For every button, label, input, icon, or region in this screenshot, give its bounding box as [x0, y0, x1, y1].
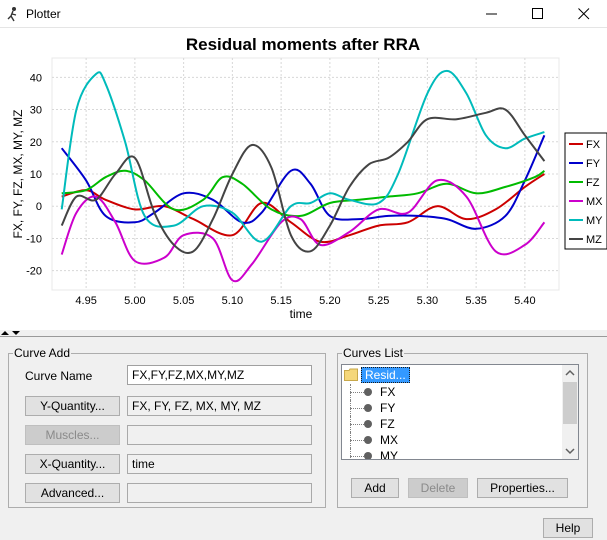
y-tick-label: 10: [30, 169, 42, 181]
x-tick-label: 5.40: [514, 295, 535, 307]
tree-item-mx[interactable]: MX: [342, 432, 562, 448]
muscles-button[interactable]: Muscles...: [25, 425, 120, 445]
y-tick-label: 30: [30, 105, 42, 117]
series-line-mx: [60, 178, 546, 283]
tree-item-label: FY: [380, 401, 396, 415]
tree-item-fy[interactable]: FY: [342, 400, 562, 416]
tree-line: [350, 424, 364, 425]
curves-list-legend: Curves List: [343, 346, 404, 360]
scroll-thumb[interactable]: [563, 382, 577, 424]
maximize-button[interactable]: [515, 0, 561, 28]
y-tick-label: 20: [30, 137, 42, 149]
plot-panel: Residual moments after RRA -20 -10 0 10 20 30…: [0, 28, 607, 330]
legend-label: FX: [586, 139, 601, 151]
leaf-icon: [364, 404, 372, 412]
close-button[interactable]: [561, 0, 607, 28]
x-tick-label: 5.35: [465, 295, 486, 307]
scroll-up-icon[interactable]: [562, 365, 578, 381]
x-axis-label: time: [290, 307, 313, 321]
legend-label: FZ: [586, 177, 600, 189]
x-tick-label: 5.30: [417, 295, 438, 307]
window-title: Plotter: [26, 7, 61, 21]
legend-label: MX: [586, 196, 603, 208]
help-button[interactable]: Help: [543, 518, 593, 538]
tree-line: [350, 392, 364, 393]
x-tick-label: 5.00: [124, 295, 145, 307]
tree-line: [350, 456, 364, 457]
series-lines: [60, 69, 546, 283]
properties-button[interactable]: Properties...: [477, 478, 568, 498]
tree-item-fz[interactable]: FZ: [342, 416, 562, 432]
tree-item-fx[interactable]: FX: [342, 384, 562, 400]
y-quantity-field: FX, FY, FZ, MX, MY, MZ: [127, 396, 312, 416]
y-axis-label: FX, FY, FZ, MX, MY, MZ: [11, 110, 25, 239]
series-line-fy: [60, 134, 546, 230]
legend-label: MZ: [586, 234, 602, 246]
curve-add-legend: Curve Add: [14, 346, 71, 360]
add-button[interactable]: Add: [351, 478, 399, 498]
tree-root-label: Resid...: [361, 367, 410, 383]
tree-item-label: FZ: [380, 417, 395, 431]
folder-icon: [344, 368, 358, 381]
tree-line: [350, 448, 351, 459]
title-bar: Plotter: [0, 0, 607, 28]
legend: FX FY FZ MX MY MZ: [564, 132, 607, 250]
x-tick-label: 5.20: [319, 295, 340, 307]
x-axis: 4.95 5.00 5.05 5.10 5.15 5.20 5.25 5.30 5.35 5.40: [75, 295, 535, 307]
tree-line: [350, 408, 364, 409]
leaf-icon: [364, 436, 372, 444]
y-tick-label: 40: [30, 72, 42, 84]
plot-chart[interactable]: Residual moments after RRA -20 -10 0 10 20 30…: [0, 28, 607, 330]
curves-list-group: Curves List: [337, 346, 588, 508]
chart-title: Residual moments after RRA: [186, 35, 420, 54]
split-arrows-icon: [1, 331, 20, 335]
legend-box: [564, 132, 607, 250]
curves-tree[interactable]: Resid... FX FY FZ MX MY: [341, 364, 579, 460]
x-quantity-field: time: [127, 454, 312, 474]
close-icon: [578, 8, 590, 20]
y-quantity-button[interactable]: Y-Quantity...: [25, 396, 120, 416]
x-tick-label: 5.15: [270, 295, 291, 307]
series-line-my: [60, 69, 545, 243]
tree-item-label: MX: [380, 433, 398, 447]
series-line-fx: [61, 173, 545, 244]
curve-name-label: Curve Name: [25, 369, 93, 383]
x-quantity-button[interactable]: X-Quantity...: [25, 454, 120, 474]
x-tick-label: 5.25: [368, 295, 389, 307]
maximize-icon: [532, 8, 543, 19]
minimize-icon: [486, 13, 497, 15]
split-pane-divider[interactable]: [0, 330, 607, 337]
legend-label: FY: [586, 158, 601, 170]
tree-line: [350, 440, 364, 441]
curve-name-input[interactable]: FX,FY,FZ,MX,MY,MZ: [127, 365, 312, 385]
tree-item-my[interactable]: MY: [342, 448, 562, 460]
x-tick-label: 5.05: [173, 295, 194, 307]
tree-item-label: MY: [380, 449, 398, 460]
grid-lines: [52, 58, 559, 290]
series-line-mz: [60, 107, 546, 255]
advanced-field: [127, 483, 312, 503]
legend-label: MY: [586, 215, 603, 227]
scroll-down-icon[interactable]: [562, 443, 578, 459]
muscles-field: [127, 425, 312, 445]
leaf-icon: [364, 388, 372, 396]
y-axis: -20 -10 0 10 20 30 40: [26, 72, 42, 277]
tree-scrollbar[interactable]: [562, 365, 578, 459]
series-line-fz: [61, 169, 546, 218]
tree-item-label: FX: [380, 385, 396, 399]
advanced-button[interactable]: Advanced...: [25, 483, 120, 503]
leaf-icon: [364, 420, 372, 428]
curve-add-group: Curve Add: [8, 346, 326, 508]
app-icon: [7, 7, 17, 22]
y-tick-label: 0: [36, 201, 42, 213]
y-tick-label: -20: [26, 266, 42, 278]
x-tick-label: 5.10: [222, 295, 243, 307]
leaf-icon: [364, 452, 372, 459]
minimize-button[interactable]: [469, 0, 515, 28]
x-tick-label: 4.95: [75, 295, 96, 307]
y-tick-label: -10: [26, 233, 42, 245]
delete-button[interactable]: Delete: [408, 478, 468, 498]
